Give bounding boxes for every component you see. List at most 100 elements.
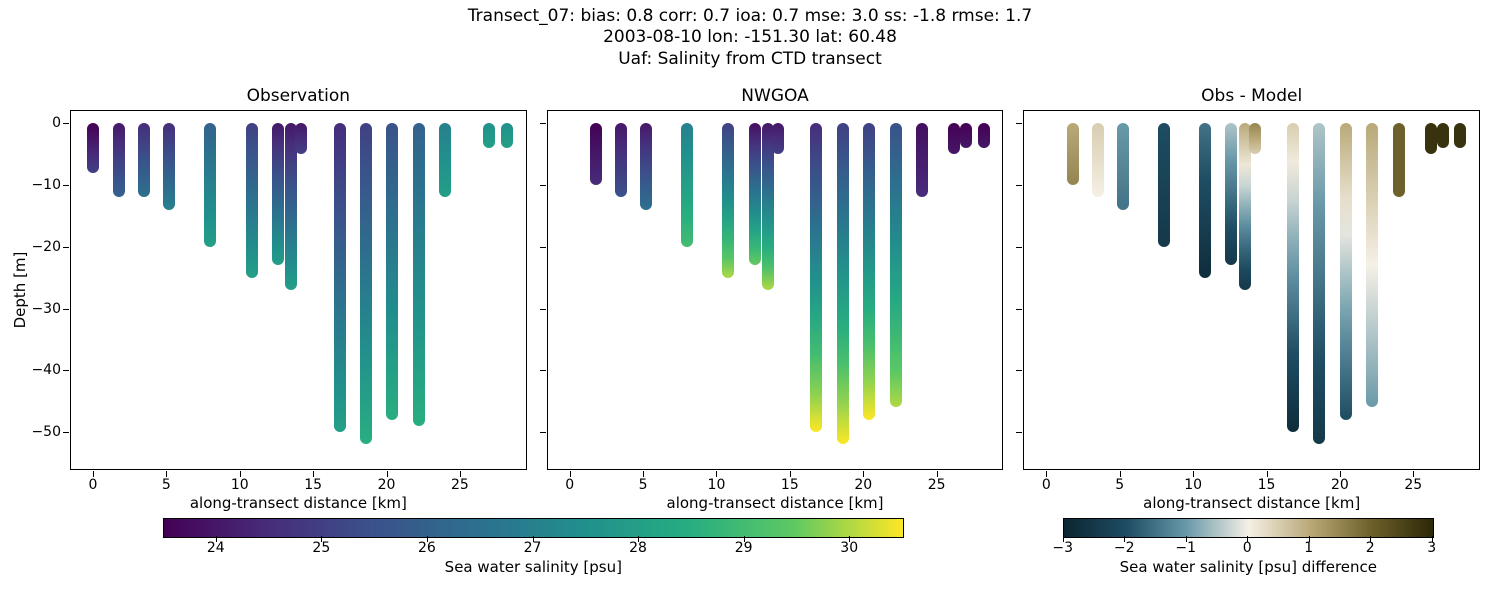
panel-2: Obs - Model0510152025along-transect dist… [1023, 110, 1480, 470]
colorbar-slot: Sea water salinity [psu]24252627282930 [70, 518, 997, 588]
cast-profile [360, 123, 372, 444]
y-tick [63, 123, 69, 124]
y-tick [540, 123, 546, 124]
y-tick-label: −50 [31, 424, 61, 440]
panel-title: Obs - Model [1023, 86, 1480, 106]
x-tick-label: 10 [708, 477, 726, 493]
cast-profile [590, 123, 602, 185]
cast-profile [681, 123, 693, 246]
cast-profile [483, 123, 495, 148]
panel-title: NWGOA [547, 86, 1004, 106]
x-tick-label: 10 [1184, 477, 1202, 493]
y-tick [63, 185, 69, 186]
panel-1: NWGOA0510152025along-transect distance [… [547, 110, 1004, 470]
y-tick [1016, 123, 1022, 124]
cast-profile [1225, 123, 1237, 265]
y-tick [540, 370, 546, 371]
x-tick-label: 5 [162, 477, 171, 493]
x-axis-label: along-transect distance [km] [547, 494, 1004, 512]
colorbars-row: Sea water salinity [psu]24252627282930Se… [70, 518, 1480, 588]
colorbar-tick-label: 26 [418, 540, 436, 556]
axes: 0510152025 [547, 110, 1004, 470]
colorbar-label: Sea water salinity [psu] [70, 558, 997, 576]
y-tick-label: −20 [31, 239, 61, 255]
colorbar [1063, 518, 1434, 538]
cast-profile [87, 123, 99, 172]
cast-profile [1454, 123, 1466, 148]
cast-profile [1437, 123, 1449, 148]
cast-profile [1117, 123, 1129, 209]
cast-profile [749, 123, 761, 265]
y-tick [540, 185, 546, 186]
y-tick-label: −40 [31, 362, 61, 378]
cast-profile [501, 123, 513, 148]
y-axis-label: Depth [m] [11, 252, 29, 329]
colorbar-tick-label: 27 [524, 540, 542, 556]
cast-profile [246, 123, 258, 277]
colorbar-tick-label: 25 [312, 540, 330, 556]
figure: Transect_07: bias: 0.8 corr: 0.7 ioa: 0.… [0, 0, 1500, 600]
cast-profile [1249, 123, 1261, 154]
cast-profile [204, 123, 216, 246]
cast-profile [863, 123, 875, 419]
colorbar [163, 518, 904, 538]
cast-profile [386, 123, 398, 419]
cast-profile [1393, 123, 1405, 197]
x-tick-label: 0 [565, 477, 574, 493]
cast-profile [413, 123, 425, 425]
y-tick-label: −30 [31, 301, 61, 317]
figure-suptitle: Transect_07: bias: 0.8 corr: 0.7 ioa: 0.… [0, 6, 1500, 70]
cast-profile [960, 123, 972, 148]
cast-profile [295, 123, 307, 154]
colorbar-tick-label: −2 [1114, 540, 1135, 556]
panels-row: Observation0−10−20−30−40−500510152025Dep… [70, 110, 1480, 470]
x-tick-label: 25 [1404, 477, 1422, 493]
colorbar-tick-label: −3 [1052, 540, 1073, 556]
cast-profile [837, 123, 849, 444]
y-tick [63, 247, 69, 248]
cast-profile [1425, 123, 1437, 154]
y-tick [1016, 309, 1022, 310]
x-tick-label: 20 [378, 477, 396, 493]
colorbar-tick-label: 28 [629, 540, 647, 556]
x-tick-label: 25 [928, 477, 946, 493]
cast-profile [1287, 123, 1299, 432]
x-tick-label: 15 [781, 477, 799, 493]
cast-profile [722, 123, 734, 277]
colorbar-tick-label: 24 [207, 540, 225, 556]
y-tick [1016, 432, 1022, 433]
x-tick-label: 20 [1331, 477, 1349, 493]
cast-profile [439, 123, 451, 197]
x-axis-label: along-transect distance [km] [1023, 494, 1480, 512]
cast-profile [948, 123, 960, 154]
y-tick [1016, 247, 1022, 248]
y-tick [1016, 185, 1022, 186]
x-tick-label: 25 [451, 477, 469, 493]
cast-profile [810, 123, 822, 432]
y-tick [540, 247, 546, 248]
x-tick-label: 10 [231, 477, 249, 493]
cast-profile [772, 123, 784, 154]
colorbar-tick-label: 0 [1243, 540, 1252, 556]
colorbar-tick-label: 30 [840, 540, 858, 556]
x-tick-label: 0 [89, 477, 98, 493]
y-tick [540, 309, 546, 310]
colorbar-tick-label: 3 [1427, 540, 1436, 556]
x-axis-label: along-transect distance [km] [70, 494, 527, 512]
y-tick [63, 370, 69, 371]
cast-profile [890, 123, 902, 407]
x-tick-label: 0 [1042, 477, 1051, 493]
colorbar-tick-label: −1 [1175, 540, 1196, 556]
y-tick [540, 432, 546, 433]
cast-profile [113, 123, 125, 197]
panel-0: Observation0−10−20−30−40−500510152025Dep… [70, 110, 527, 470]
y-tick-label: 0 [52, 115, 61, 131]
cast-profile [334, 123, 346, 432]
colorbar-tick-label: 2 [1366, 540, 1375, 556]
x-tick-label: 20 [854, 477, 872, 493]
cast-profile [916, 123, 928, 197]
y-tick-label: −10 [31, 177, 61, 193]
cast-profile [1199, 123, 1211, 277]
cast-profile [640, 123, 652, 209]
y-tick [63, 309, 69, 310]
